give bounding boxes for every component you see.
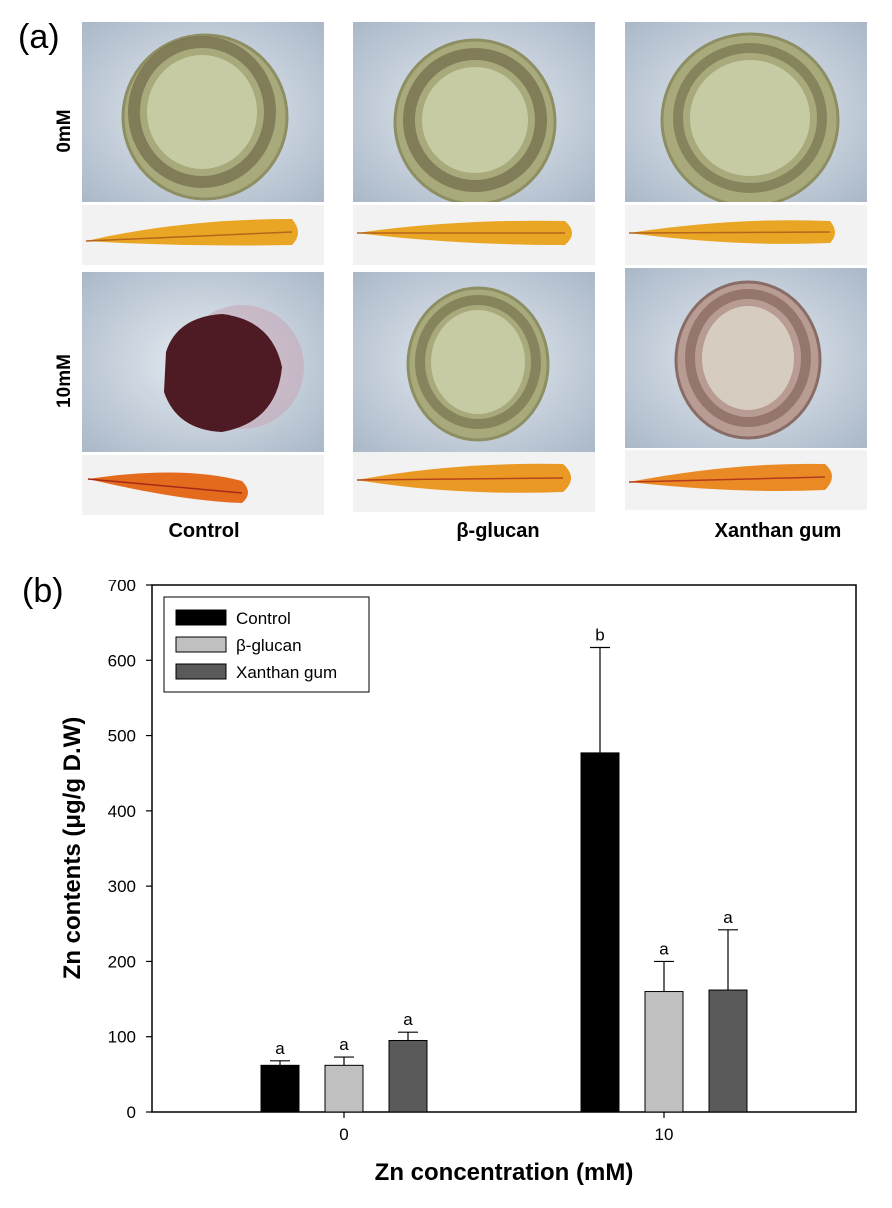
leaf-photo-beta-glucan-0mM (353, 205, 595, 265)
significance-letter: a (723, 908, 733, 927)
significance-letter: a (403, 1010, 413, 1029)
legend-label: Control (236, 609, 291, 628)
y-tick-label: 700 (108, 580, 136, 595)
legend-label: β-glucan (236, 636, 302, 655)
leaf-photo-control-10mM (82, 455, 324, 515)
y-tick-label: 600 (108, 651, 136, 670)
bar-chart: 0 100 200 300 400 500 600 700 a a a b a a 0 10 Zn con… (59, 580, 857, 1186)
y-tick-label: 400 (108, 802, 136, 821)
section-photo-control-10mM (82, 272, 324, 452)
panel-b-label: (b) (22, 572, 64, 610)
bar (580, 752, 620, 1113)
section-photo-xanthan-gum-0mM (625, 22, 867, 202)
bars: a a a b a a (260, 625, 748, 1113)
significance-letter: a (339, 1035, 349, 1054)
bar (388, 1039, 428, 1113)
section-photo-beta-glucan-0mM (353, 22, 595, 202)
y-axis-ticks: 0 100 200 300 400 500 600 700 (108, 580, 152, 1122)
leaf-photo-beta-glucan-10mM (353, 452, 595, 512)
bar (324, 1064, 364, 1113)
y-tick-label: 100 (108, 1028, 136, 1047)
column-label-xanthan-gum: Xanthan gum (714, 520, 842, 542)
row-label-10mM: 10mM (54, 354, 75, 408)
y-tick-label: 200 (108, 952, 136, 971)
bar (644, 991, 684, 1113)
y-axis-label: Zn contents (μg/g D.W) (59, 717, 86, 980)
significance-letter: a (659, 939, 669, 958)
y-tick-label: 0 (127, 1103, 136, 1122)
leaf-photo-control-0mM (82, 205, 324, 265)
x-tick-label: 0 (339, 1125, 348, 1144)
x-axis-ticks: 0 10 (339, 1112, 673, 1144)
x-tick-label: 10 (655, 1125, 674, 1144)
leaf-photo-xanthan-gum-10mM (625, 450, 867, 510)
legend-swatch (175, 609, 227, 626)
legend-swatch (175, 663, 227, 680)
panel-a-label: (a) (18, 18, 60, 56)
section-photo-control-0mM (82, 22, 324, 202)
section-photo-xanthan-gum-10mM (625, 268, 867, 448)
bar (708, 989, 748, 1113)
significance-letter: b (595, 625, 604, 644)
bar (260, 1064, 300, 1113)
column-label-beta-glucan: β-glucan (456, 520, 540, 542)
legend-label: Xanthan gum (236, 663, 337, 682)
y-tick-label: 500 (108, 727, 136, 746)
section-photo-beta-glucan-10mM (353, 272, 595, 452)
legend-swatch (175, 636, 227, 653)
legend: Control β-glucan Xanthan gum (163, 596, 370, 693)
leaf-photo-xanthan-gum-0mM (625, 205, 867, 265)
x-axis-label: Zn concentration (mM) (375, 1159, 634, 1186)
significance-letter: a (275, 1039, 285, 1058)
y-tick-label: 300 (108, 877, 136, 896)
column-label-control: Control (168, 520, 240, 542)
plot-frame (151, 584, 857, 1113)
row-label-0mM: 0mM (54, 109, 75, 153)
